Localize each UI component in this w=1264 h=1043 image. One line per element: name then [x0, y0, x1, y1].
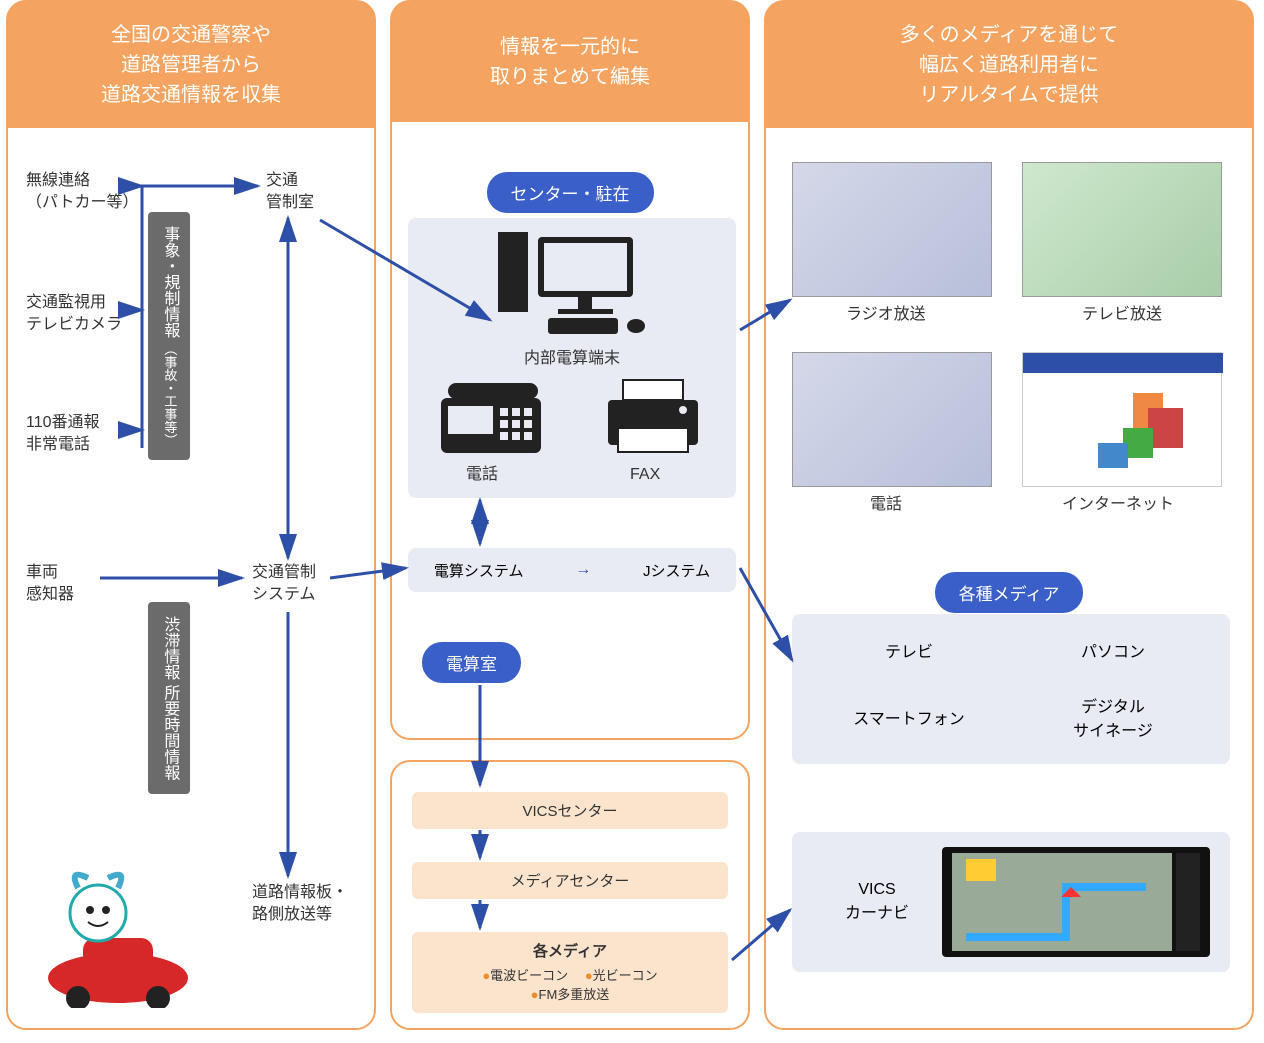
- column-vics: VICSセンター メディアセンター 各メディア ●電波ビーコン ●光ビーコン ●…: [390, 760, 750, 1030]
- mg-0: テレビ: [812, 638, 1006, 662]
- img-radio: [792, 162, 992, 297]
- pill-media: 各種メディア: [935, 572, 1084, 613]
- media-center-label: メディアセンター: [511, 873, 630, 890]
- mi-1: 光ビーコン: [593, 968, 658, 983]
- comp-system: 電算システム: [434, 560, 524, 581]
- mi-2: FM多重放送: [539, 987, 610, 1002]
- mg-2: スマートフォン: [812, 705, 1006, 729]
- grey2-l1: 渋滞情報: [161, 616, 178, 680]
- grey1-sub: （事故・工事等）: [162, 342, 177, 446]
- j-system: Jシステム: [643, 560, 710, 581]
- grey-box-incident: 事象・規制情報 （事故・工事等）: [148, 212, 190, 460]
- cap-phone: 電話: [870, 494, 902, 516]
- media-items-row: ●電波ビーコン ●光ビーコン ●FM多重放送: [420, 965, 720, 1003]
- mg-3: デジタル サイネージ: [1016, 693, 1210, 741]
- media-title: 各メディア: [420, 940, 720, 961]
- pill-center-wrap: センター・駐在: [392, 172, 748, 213]
- arrow-inline-icon: →: [575, 561, 591, 579]
- phone-icon: [436, 378, 546, 463]
- vics-nav-label: VICS カーナビ: [812, 881, 942, 923]
- terminal-label: 内部電算端末: [408, 348, 736, 370]
- vics-center-label: VICSセンター: [522, 803, 617, 820]
- vics-center-box: VICSセンター: [412, 792, 728, 829]
- col2-header-text: 情報を一元的に 取りまとめて編集: [490, 32, 650, 92]
- fax-label: FAX: [630, 464, 660, 486]
- fax-icon: [598, 378, 708, 463]
- img-internet: [1022, 352, 1222, 487]
- pill-comproom-wrap: 電算室: [422, 642, 521, 683]
- pill-center: センター・駐在: [487, 172, 654, 213]
- column-edit: 情報を一元的に 取りまとめて編集 センター・駐在 内部電算端末: [390, 0, 750, 740]
- media-items-box: 各メディア ●電波ビーコン ●光ビーコン ●FM多重放送: [412, 932, 728, 1013]
- src-camera: 交通監視用 テレビカメラ: [26, 292, 122, 337]
- center-panel-top: 内部電算端末 電話 FAX: [408, 218, 736, 498]
- img-phone: [792, 352, 992, 487]
- img-tv: [1022, 162, 1222, 297]
- cap-internet: インターネット: [1062, 494, 1174, 516]
- cap-radio: ラジオ放送: [846, 304, 926, 326]
- col1-header: 全国の交通警察や 道路管理者から 道路交通情報を収集: [8, 2, 374, 128]
- grey-box-congestion: 渋滞情報 所要時間情報: [148, 602, 190, 794]
- col3-header: 多くのメディアを通じて 幅広く道路利用者に リアルタイムで提供: [766, 2, 1252, 128]
- col2-header: 情報を一元的に 取りまとめて編集: [392, 2, 748, 122]
- control-system: 交通管制 システム: [252, 562, 316, 607]
- vics-nav-box: VICS カーナビ: [792, 832, 1230, 972]
- column-provide: 多くのメディアを通じて 幅広く道路利用者に リアルタイムで提供 ラジオ放送 テレ…: [764, 0, 1254, 1030]
- road-board: 道路情報板・ 路側放送等: [252, 882, 348, 927]
- mg-1: パソコン: [1016, 638, 1210, 662]
- src-vehicle: 車両 感知器: [26, 562, 74, 607]
- mi-0: 電波ビーコン: [490, 968, 568, 983]
- computer-icon: [498, 232, 648, 347]
- grey1-main: 事象・規制情報: [161, 226, 178, 338]
- media-grid-box: テレビ パソコン スマートフォン デジタル サイネージ: [792, 614, 1230, 764]
- col3-header-text: 多くのメディアを通じて 幅広く道路利用者に リアルタイムで提供: [900, 20, 1119, 110]
- grey2-l2: 所要時間情報: [161, 684, 178, 780]
- src-110: 110番通報 非常電話: [26, 412, 100, 457]
- pill-comproom: 電算室: [422, 642, 521, 683]
- mascot-car-icon: [28, 858, 208, 1008]
- pill-media-wrap: 各種メディア: [766, 572, 1252, 613]
- col1-header-text: 全国の交通警察や 道路管理者から 道路交通情報を収集: [101, 20, 281, 110]
- column-collect: 全国の交通警察や 道路管理者から 道路交通情報を収集 無線連絡 （パトカー等） …: [6, 0, 376, 1030]
- carnav-screen-icon: [942, 847, 1210, 957]
- src-radio: 無線連絡 （パトカー等）: [26, 170, 138, 215]
- phone-label: 電話: [466, 464, 498, 486]
- cap-tv: テレビ放送: [1082, 304, 1162, 326]
- media-center-box: メディアセンター: [412, 862, 728, 899]
- center-panel-systems: 電算システム → Jシステム: [408, 548, 736, 592]
- control-room: 交通 管制室: [266, 170, 314, 215]
